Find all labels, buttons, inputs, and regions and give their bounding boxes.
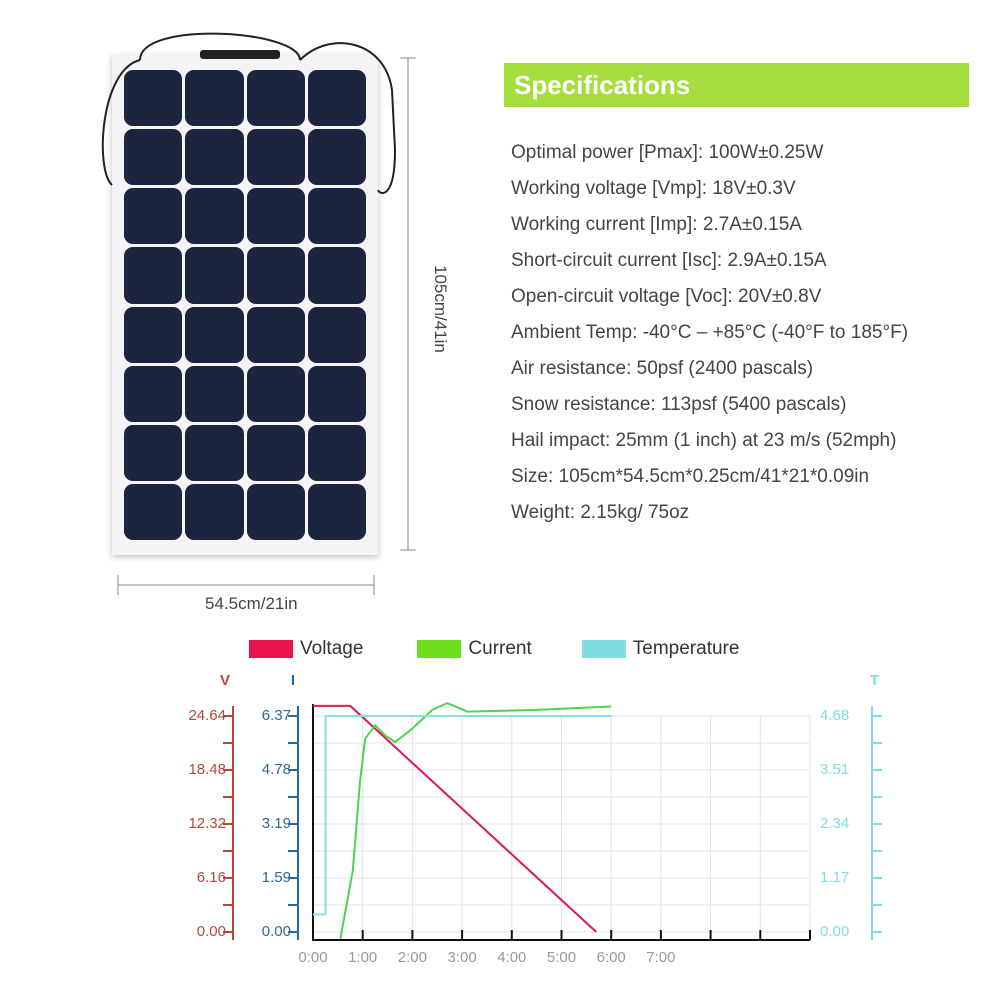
x-tick-label: 6:00 bbox=[596, 949, 626, 966]
x-tick-label: 7:00 bbox=[646, 949, 676, 966]
height-label: 105cm/41in bbox=[431, 265, 450, 353]
y-tick-label: 4.78 bbox=[261, 761, 291, 778]
solar-cell bbox=[185, 424, 244, 481]
spec-item: Weight: 2.15kg/ 75oz bbox=[511, 502, 690, 523]
y-tick-label: 2.34 bbox=[820, 815, 850, 832]
x-tick-label: 1:00 bbox=[348, 949, 378, 966]
solar-cell bbox=[124, 306, 183, 363]
solar-cell bbox=[307, 365, 366, 422]
spec-item: Working current [Imp]: 2.7A±0.15A bbox=[511, 214, 802, 235]
solar-cell bbox=[185, 188, 244, 245]
y-tick-label: 0.00 bbox=[820, 923, 850, 940]
spec-item: Ambient Temp: -40°C – +85°C (-40°F to 18… bbox=[511, 322, 909, 343]
y-tick-label: 1.59 bbox=[261, 869, 291, 886]
y-axis-title: T bbox=[870, 672, 880, 689]
x-tick-label: 5:00 bbox=[546, 949, 577, 966]
legend-voltage: Voltage bbox=[300, 638, 364, 659]
solar-cell bbox=[307, 424, 366, 481]
solar-cell bbox=[307, 247, 366, 304]
y-axis-title: I bbox=[290, 672, 295, 689]
y-tick-label: 6.37 bbox=[261, 707, 291, 724]
series-current bbox=[339, 702, 612, 939]
solar-cell bbox=[124, 129, 183, 186]
solar-cell bbox=[185, 247, 244, 304]
y-tick-label: 1.17 bbox=[820, 869, 850, 886]
solar-cell bbox=[307, 306, 366, 363]
y-axis-title: V bbox=[219, 672, 230, 689]
specifications-heading: Specifications bbox=[504, 63, 969, 107]
legend-swatch-voltage bbox=[249, 640, 293, 658]
spec-item: Hail impact: 25mm (1 inch) at 23 m/s (52… bbox=[511, 430, 897, 451]
y-tick-label: 4.68 bbox=[820, 707, 850, 724]
solar-cell bbox=[307, 129, 366, 186]
y-tick-label: 18.48 bbox=[188, 761, 226, 778]
solar-cell bbox=[185, 483, 244, 540]
y-tick-label: 0.00 bbox=[261, 923, 291, 940]
spec-item: Snow resistance: 113psf (5400 pascals) bbox=[511, 394, 847, 415]
spec-item: Open-circuit voltage [Voc]: 20V±0.8V bbox=[511, 286, 822, 307]
solar-cell bbox=[185, 365, 244, 422]
x-tick-label: 2:00 bbox=[397, 949, 427, 966]
solar-cell bbox=[246, 306, 305, 363]
solar-cell bbox=[307, 483, 366, 540]
solar-cell bbox=[246, 424, 305, 481]
y-tick-label: 0.00 bbox=[196, 923, 226, 940]
solar-cell bbox=[246, 247, 305, 304]
legend-current: Current bbox=[468, 638, 532, 659]
y-tick-label: 6.16 bbox=[196, 869, 226, 886]
solar-cell bbox=[246, 70, 305, 127]
legend-swatch-current bbox=[417, 640, 462, 658]
solar-cell bbox=[124, 247, 183, 304]
solar-cell bbox=[185, 129, 244, 186]
spec-item: Short-circuit current [Isc]: 2.9A±0.15A bbox=[511, 250, 827, 271]
legend-temperature: Temperature bbox=[632, 638, 740, 659]
solar-cell bbox=[307, 188, 366, 245]
width-label: 54.5cm/21in bbox=[205, 594, 298, 613]
solar-cell bbox=[307, 70, 366, 127]
solar-panel-image bbox=[112, 55, 378, 555]
solar-cell bbox=[124, 70, 183, 127]
legend-swatch-temperature bbox=[581, 640, 626, 658]
series-temperature bbox=[313, 715, 612, 916]
chart-legend: Voltage Current Temperature bbox=[249, 638, 739, 660]
solar-cell bbox=[185, 306, 244, 363]
x-tick-label: 0:00 bbox=[298, 949, 328, 966]
y-tick-label: 3.51 bbox=[820, 761, 850, 778]
solar-cell bbox=[246, 188, 305, 245]
dimension-lines bbox=[117, 57, 416, 595]
panel-cable bbox=[101, 32, 416, 595]
series-voltage bbox=[313, 704, 597, 933]
solar-cell bbox=[246, 129, 305, 186]
solar-cell bbox=[185, 70, 244, 127]
y-tick-label: 12.32 bbox=[188, 815, 226, 832]
solar-cell bbox=[124, 424, 183, 481]
spec-item: Size: 105cm*54.5cm*0.25cm/41*21*0.09in bbox=[511, 466, 870, 487]
solar-cell bbox=[246, 483, 305, 540]
y-tick-label: 24.64 bbox=[188, 707, 226, 724]
spec-item: Air resistance: 50psf (2400 pascals) bbox=[511, 358, 814, 379]
solar-cell bbox=[124, 365, 183, 422]
spec-item: Optimal power [Pmax]: 100W±0.25W bbox=[511, 142, 824, 163]
y-tick-label: 3.19 bbox=[261, 815, 291, 832]
spec-list: Optimal power [Pmax]: 100W±0.25W Working … bbox=[511, 136, 908, 532]
solar-cell bbox=[246, 365, 305, 422]
spec-item: Working voltage [Vmp]: 18V±0.3V bbox=[511, 178, 796, 199]
solar-cell bbox=[124, 188, 183, 245]
solar-cell bbox=[124, 483, 183, 540]
x-tick-label: 3:00 bbox=[447, 949, 477, 966]
x-tick-label: 4:00 bbox=[497, 949, 527, 966]
